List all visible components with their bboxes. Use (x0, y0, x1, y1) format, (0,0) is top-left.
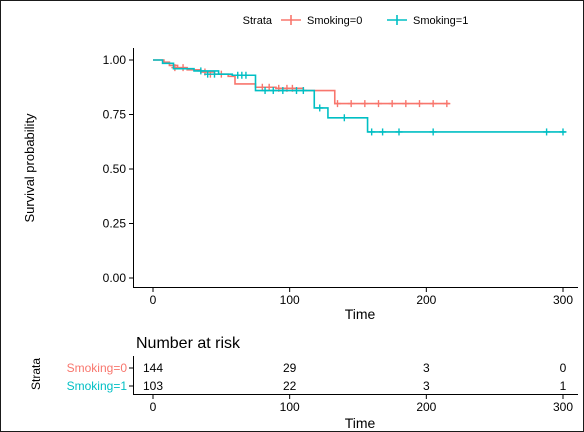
risk-x-tick-label: 300 (553, 400, 573, 414)
x-tick-label: 200 (416, 293, 436, 307)
censor-mark-smoking-1 (197, 67, 205, 75)
risk-table-rows: Smoking=0 144 29 3 0 Smoking=1 103 22 3 1 (67, 361, 567, 393)
legend-title: Strata (243, 15, 273, 27)
risk-table-x-title: Time (345, 415, 376, 431)
censor-mark-smoking-0 (416, 100, 423, 108)
censor-mark-smoking-1 (559, 128, 567, 136)
censor-mark-smoking-0 (402, 100, 410, 108)
legend: Strata Smoking=0 Smoking=1 (243, 15, 468, 27)
censor-mark-smoking-0 (179, 64, 187, 72)
censor-mark-smoking-1 (340, 114, 348, 122)
y-tick-label: 0.50 (103, 162, 127, 176)
censor-mark-smoking-1 (279, 87, 287, 95)
risk-count: 0 (560, 361, 567, 375)
risk-count: 22 (283, 379, 297, 393)
censor-mark-smoking-0 (429, 100, 437, 108)
legend-key-smoking-1 (387, 15, 407, 25)
x-axis-title: Time (345, 306, 376, 322)
y-tick-label: 0.00 (103, 271, 127, 285)
legend-key-smoking-0 (281, 15, 301, 25)
risk-table: Number at risk Strata Smoking=0 144 29 3 0Sm… (29, 335, 578, 431)
legend-label-smoking-1: Smoking=1 (413, 15, 468, 27)
censor-mark-smoking-0 (361, 100, 369, 108)
risk-x-tick-label: 200 (416, 400, 436, 414)
risk-count: 1 (560, 379, 567, 393)
x-tick-label: 300 (553, 293, 573, 307)
censor-mark-smoking-1 (204, 70, 212, 78)
risk-x-tick-label: 100 (280, 400, 300, 414)
curve-smoking-0 (153, 59, 450, 105)
y-tick-label: 0.25 (103, 217, 127, 231)
censor-mark-smoking-1 (316, 104, 324, 112)
risk-row-label: Smoking=1 (67, 379, 128, 393)
x-tick-label: 0 (150, 293, 157, 307)
censor-mark-smoking-1 (242, 71, 250, 79)
censor-mark-smoking-0 (347, 100, 355, 108)
censor-mark-smoking-0 (334, 100, 341, 108)
risk-count: 3 (423, 379, 430, 393)
censor-mark-smoking-0 (443, 100, 451, 108)
x-tick-label: 100 (280, 293, 300, 307)
legend-label-smoking-0: Smoking=0 (307, 15, 362, 27)
y-tick-label: 0.75 (103, 108, 127, 122)
risk-table-title: Number at risk (136, 335, 241, 352)
survival-curves (153, 59, 567, 136)
censor-mark-smoking-1 (379, 128, 387, 136)
x-ticks: 0 100 200 300 (150, 288, 573, 307)
censor-mark-smoking-0 (171, 64, 179, 72)
censor-mark-smoking-1 (368, 128, 376, 136)
survival-plot: 0.00 0.25 0.50 0.75 1.00 0 100 200 300 Time Sur… (22, 48, 578, 322)
risk-table-x-ticks: 0 100 200 300 (150, 395, 573, 414)
risk-count: 3 (423, 361, 430, 375)
risk-row-label: Smoking=0 (67, 361, 128, 375)
censor-mark-smoking-1 (543, 128, 551, 136)
risk-count: 144 (143, 361, 163, 375)
censor-mark-smoking-1 (269, 87, 277, 95)
y-axis-title: Survival probability (22, 113, 37, 223)
censor-mark-smoking-1 (211, 70, 218, 78)
y-tick-label: 1.00 (103, 53, 127, 67)
censor-mark-smoking-0 (265, 83, 273, 91)
risk-table-strata-label: Strata (29, 358, 43, 390)
censor-mark-smoking-0 (388, 100, 396, 108)
risk-x-tick-label: 0 (150, 400, 157, 414)
y-ticks: 0.00 0.25 0.50 0.75 1.00 (103, 53, 133, 285)
censor-mark-smoking-0 (375, 100, 382, 108)
censor-mark-smoking-1 (429, 128, 437, 136)
censor-mark-smoking-1 (293, 87, 300, 95)
censor-mark-smoking-1 (395, 128, 403, 136)
censor-mark-smoking-1 (299, 87, 307, 95)
risk-count: 103 (143, 379, 163, 393)
risk-count: 29 (283, 361, 297, 375)
censor-mark-smoking-1 (261, 87, 269, 95)
curve-smoking-1 (153, 59, 566, 133)
